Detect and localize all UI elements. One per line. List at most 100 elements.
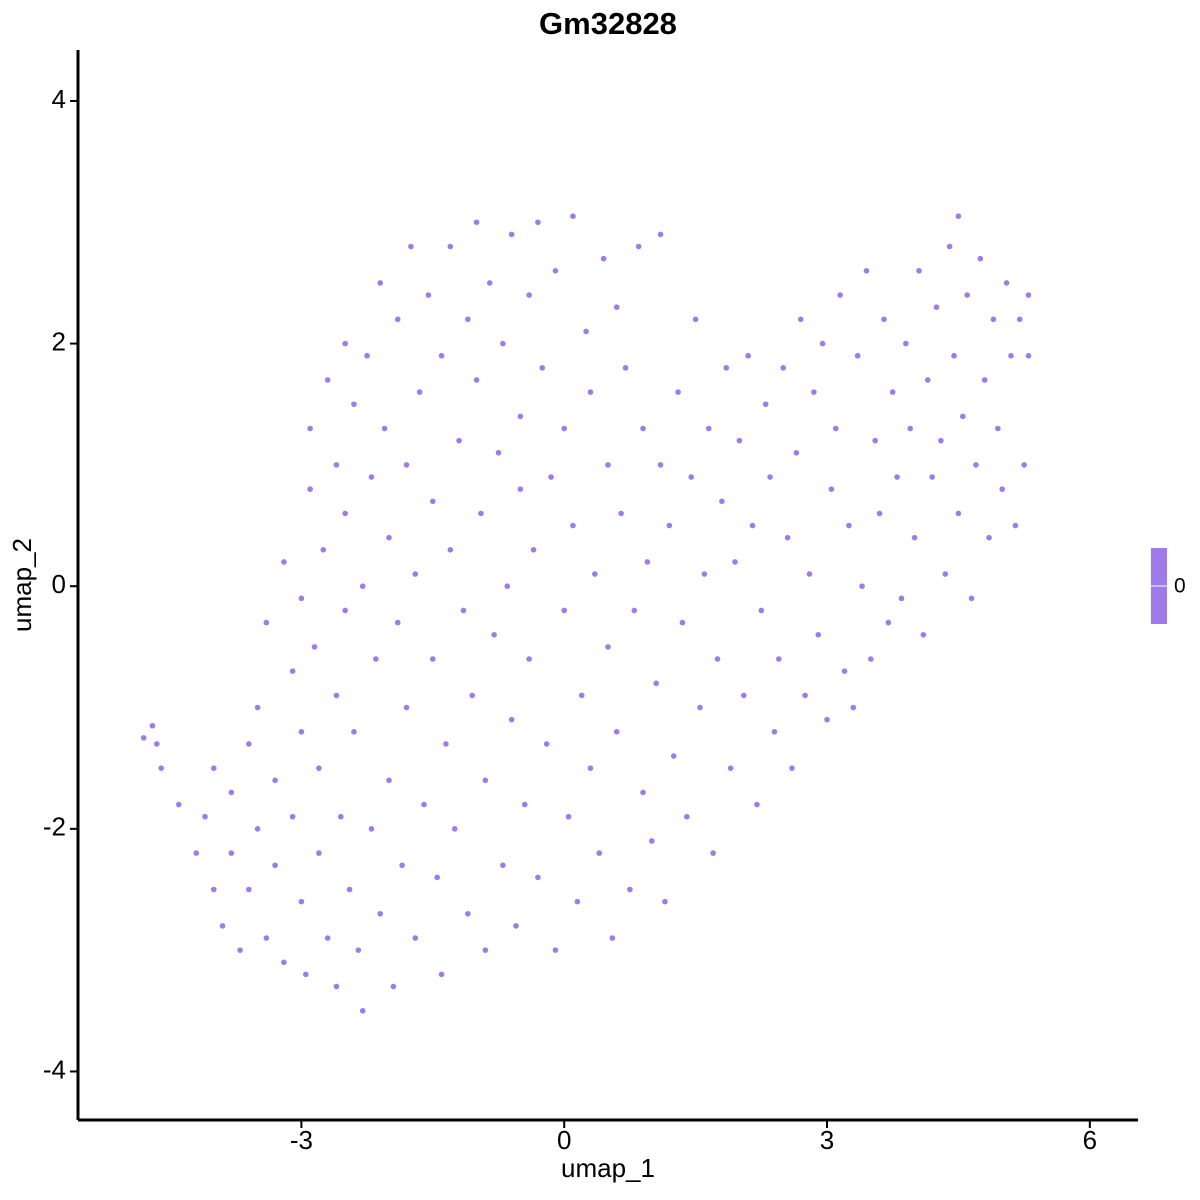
point [789,765,795,771]
point [359,583,366,590]
point [889,389,896,395]
point [924,377,931,383]
point [771,728,778,735]
point [1003,280,1010,286]
point [403,704,410,711]
point [342,510,348,517]
point [359,1008,366,1014]
point [1021,462,1027,468]
point [526,656,532,662]
point [670,753,677,759]
point [158,765,165,771]
point [749,522,756,529]
point [868,656,874,662]
point [841,668,848,674]
point [907,425,914,432]
point [434,874,440,881]
point [355,947,362,953]
point [942,571,949,577]
point [342,607,348,614]
point [811,389,817,395]
point [548,474,554,480]
point [307,425,313,432]
point [1025,352,1032,359]
point [995,425,1001,432]
point [933,304,940,310]
point [1008,352,1014,359]
point [596,850,603,856]
point [399,862,405,869]
point [684,813,690,820]
point [500,340,506,347]
point [981,377,988,383]
point [653,680,659,687]
point [281,559,287,565]
point [333,983,340,990]
point [758,607,765,614]
point [425,292,432,298]
point [333,692,340,699]
point [486,280,493,286]
point [263,619,270,626]
point [368,826,375,832]
point [627,886,633,893]
point [281,959,287,966]
point [394,619,401,626]
point [714,656,721,662]
point [438,971,445,978]
point [1016,316,1023,323]
point [793,449,800,456]
point [881,316,887,323]
point [986,534,992,541]
y-tick-label: -4 [43,1054,66,1084]
point [228,789,235,796]
x-tick-label: 3 [820,1125,834,1155]
point [351,728,357,735]
point [964,292,970,298]
point [210,886,217,893]
point [990,316,997,323]
point [351,401,357,408]
point [289,668,296,674]
point [561,607,567,614]
point [254,704,261,711]
point [854,352,861,359]
point [780,365,787,371]
point [521,801,528,808]
chart-title: Gm32828 [539,6,677,41]
point [552,947,559,953]
y-axis-label: umap_2 [7,538,37,632]
point [938,437,944,444]
point [570,522,576,529]
point [916,267,922,274]
point [386,534,392,541]
point [806,571,813,577]
point [429,656,436,662]
point [662,898,668,905]
point [500,862,506,869]
point [587,765,594,771]
point [613,304,620,310]
point [977,255,984,262]
point [903,340,909,347]
point [946,243,953,250]
point [850,704,857,711]
point [613,728,620,735]
point [679,619,686,626]
point [495,449,502,456]
y-tick-label: 0 [52,569,66,599]
point [465,910,471,917]
point [649,838,655,844]
point [263,935,270,941]
point [438,352,445,359]
point [333,462,340,468]
point [530,547,537,553]
point [1025,292,1032,298]
point [219,923,226,929]
point [622,365,629,371]
point [324,935,331,941]
point [618,510,624,517]
point [513,923,519,929]
